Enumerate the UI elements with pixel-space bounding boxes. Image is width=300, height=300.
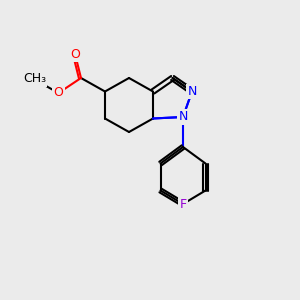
Text: O: O xyxy=(54,86,63,100)
Text: N: N xyxy=(187,85,197,98)
Text: F: F xyxy=(179,197,187,211)
Text: N: N xyxy=(178,110,188,124)
Text: CH₃: CH₃ xyxy=(23,72,46,86)
Text: O: O xyxy=(70,47,80,61)
